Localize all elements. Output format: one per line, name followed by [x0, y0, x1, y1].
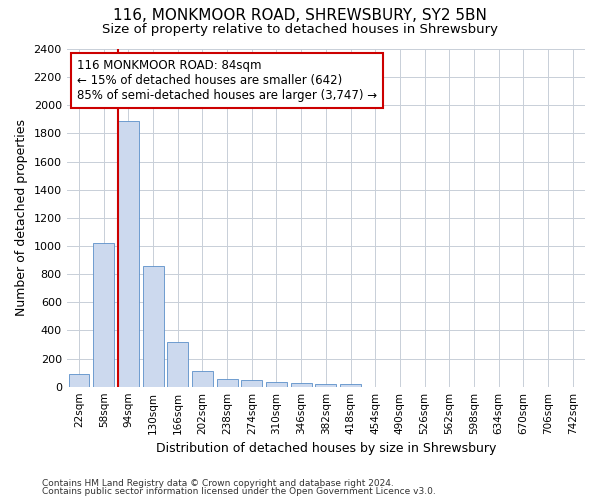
Bar [316, 384, 337, 386]
Bar [266, 382, 287, 386]
Bar [241, 380, 262, 386]
Bar [192, 370, 213, 386]
X-axis label: Distribution of detached houses by size in Shrewsbury: Distribution of detached houses by size … [155, 442, 496, 455]
Bar [68, 374, 89, 386]
Text: Contains public sector information licensed under the Open Government Licence v3: Contains public sector information licen… [42, 487, 436, 496]
Bar [217, 379, 238, 386]
Y-axis label: Number of detached properties: Number of detached properties [15, 120, 28, 316]
Bar [93, 243, 114, 386]
Text: Size of property relative to detached houses in Shrewsbury: Size of property relative to detached ho… [102, 22, 498, 36]
Bar [143, 266, 164, 386]
Text: 116, MONKMOOR ROAD, SHREWSBURY, SY2 5BN: 116, MONKMOOR ROAD, SHREWSBURY, SY2 5BN [113, 8, 487, 22]
Bar [340, 384, 361, 386]
Bar [290, 382, 311, 386]
Bar [167, 342, 188, 386]
Text: Contains HM Land Registry data © Crown copyright and database right 2024.: Contains HM Land Registry data © Crown c… [42, 478, 394, 488]
Bar [118, 121, 139, 386]
Text: 116 MONKMOOR ROAD: 84sqm
← 15% of detached houses are smaller (642)
85% of semi-: 116 MONKMOOR ROAD: 84sqm ← 15% of detach… [77, 59, 377, 102]
